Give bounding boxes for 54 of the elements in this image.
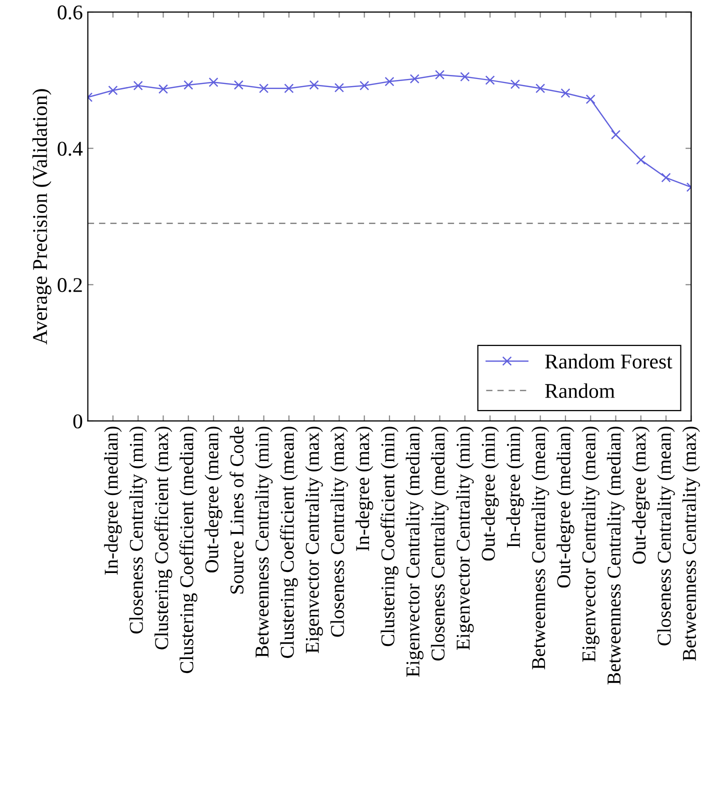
point <box>284 84 294 94</box>
x-tick-label: Clustering Coefficient (min) <box>380 426 398 646</box>
x-tick-label: Out-degree (max) <box>632 426 650 564</box>
point <box>309 80 319 90</box>
x-tick-label: Betweenness Centrality (max) <box>682 426 700 661</box>
point <box>510 79 520 90</box>
point <box>360 80 370 90</box>
x-tick-label: In-degree (max) <box>356 426 374 551</box>
point <box>334 82 344 92</box>
point <box>636 155 646 165</box>
point <box>259 84 269 94</box>
point <box>586 94 596 104</box>
y-tick-label: 0.4 <box>58 142 83 156</box>
x-tick-label: Betweenness Centrality (min) <box>254 426 273 658</box>
x-tick-label: Source Lines of Code <box>230 426 244 594</box>
point <box>434 70 445 80</box>
x-tick-label: Clustering Coefficient (median) <box>179 426 198 674</box>
point <box>158 84 168 94</box>
x-tick-label: Closeness Centrality (mean) <box>657 426 675 646</box>
x-tick-label: Eigenvector Centrality (min) <box>456 426 474 650</box>
x-tick-label: Betweenness Centrality (median) <box>606 426 625 684</box>
point <box>208 77 218 88</box>
x-tick-label: Closeness Centrality (min) <box>129 426 147 634</box>
point <box>108 86 118 96</box>
x-tick-label: In-degree (min) <box>506 426 524 548</box>
x-tick-label: Clustering Coefficient (max) <box>154 426 172 650</box>
x-tick-label: Out-degree (median) <box>556 426 574 588</box>
x-tick-label: Betweenness Centrality (mean) <box>531 426 550 670</box>
x-tick-label: Closeness Centrality (max) <box>330 426 348 637</box>
point <box>536 84 546 94</box>
point <box>610 130 621 140</box>
x-tick-label: Closeness Centrality (median) <box>430 426 449 660</box>
y-tick-label: 0.2 <box>58 278 82 292</box>
point <box>661 172 671 182</box>
legend-label: Random <box>545 383 615 398</box>
point <box>133 80 143 90</box>
x-tick-label: Eigenvector Centrality (mean) <box>582 426 600 662</box>
x-tick-label: Out-degree (min) <box>481 426 499 561</box>
point <box>560 88 570 98</box>
legend-label: Random Forest <box>545 354 672 369</box>
y-tick-label: 0.6 <box>58 5 82 20</box>
point <box>410 74 420 84</box>
point <box>460 72 470 82</box>
y-tick-label: 0 <box>73 414 82 428</box>
x-tick-label: Eigenvector Centrality (median) <box>406 426 424 677</box>
x-tick-label: In-degree (median) <box>104 426 122 575</box>
x-tick-label: Out-degree (mean) <box>204 426 222 572</box>
x-tick-label: Eigenvector Centrality (max) <box>305 426 323 654</box>
point <box>234 80 244 90</box>
point <box>384 76 394 86</box>
point <box>184 80 194 90</box>
x-tick-label: Clustering Coefficient (mean) <box>280 426 298 658</box>
y-axis-title: Average Precision (Validation) <box>32 89 52 345</box>
point <box>485 75 495 85</box>
